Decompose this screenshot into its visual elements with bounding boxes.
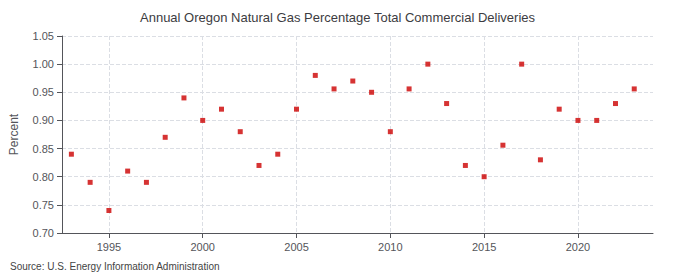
svg-text:2005: 2005 — [284, 241, 308, 253]
svg-text:1.00: 1.00 — [33, 58, 54, 70]
svg-text:0.90: 0.90 — [33, 114, 54, 126]
svg-text:Percent: Percent — [7, 113, 21, 155]
svg-text:2020: 2020 — [566, 241, 590, 253]
svg-text:1995: 1995 — [97, 241, 121, 253]
svg-text:2015: 2015 — [472, 241, 496, 253]
svg-text:0.70: 0.70 — [33, 227, 54, 239]
svg-text:Source: U.S. Energy Informatio: Source: U.S. Energy Information Administ… — [10, 261, 220, 272]
svg-text:0.85: 0.85 — [33, 143, 54, 155]
svg-text:1.05: 1.05 — [33, 30, 54, 42]
svg-text:0.80: 0.80 — [33, 171, 54, 183]
svg-text:2000: 2000 — [190, 241, 214, 253]
svg-text:2010: 2010 — [378, 241, 402, 253]
svg-text:0.75: 0.75 — [33, 199, 54, 211]
svg-text:0.95: 0.95 — [33, 86, 54, 98]
svg-text:Annual Oregon Natural Gas Perc: Annual Oregon Natural Gas Percentage Tot… — [140, 10, 536, 25]
